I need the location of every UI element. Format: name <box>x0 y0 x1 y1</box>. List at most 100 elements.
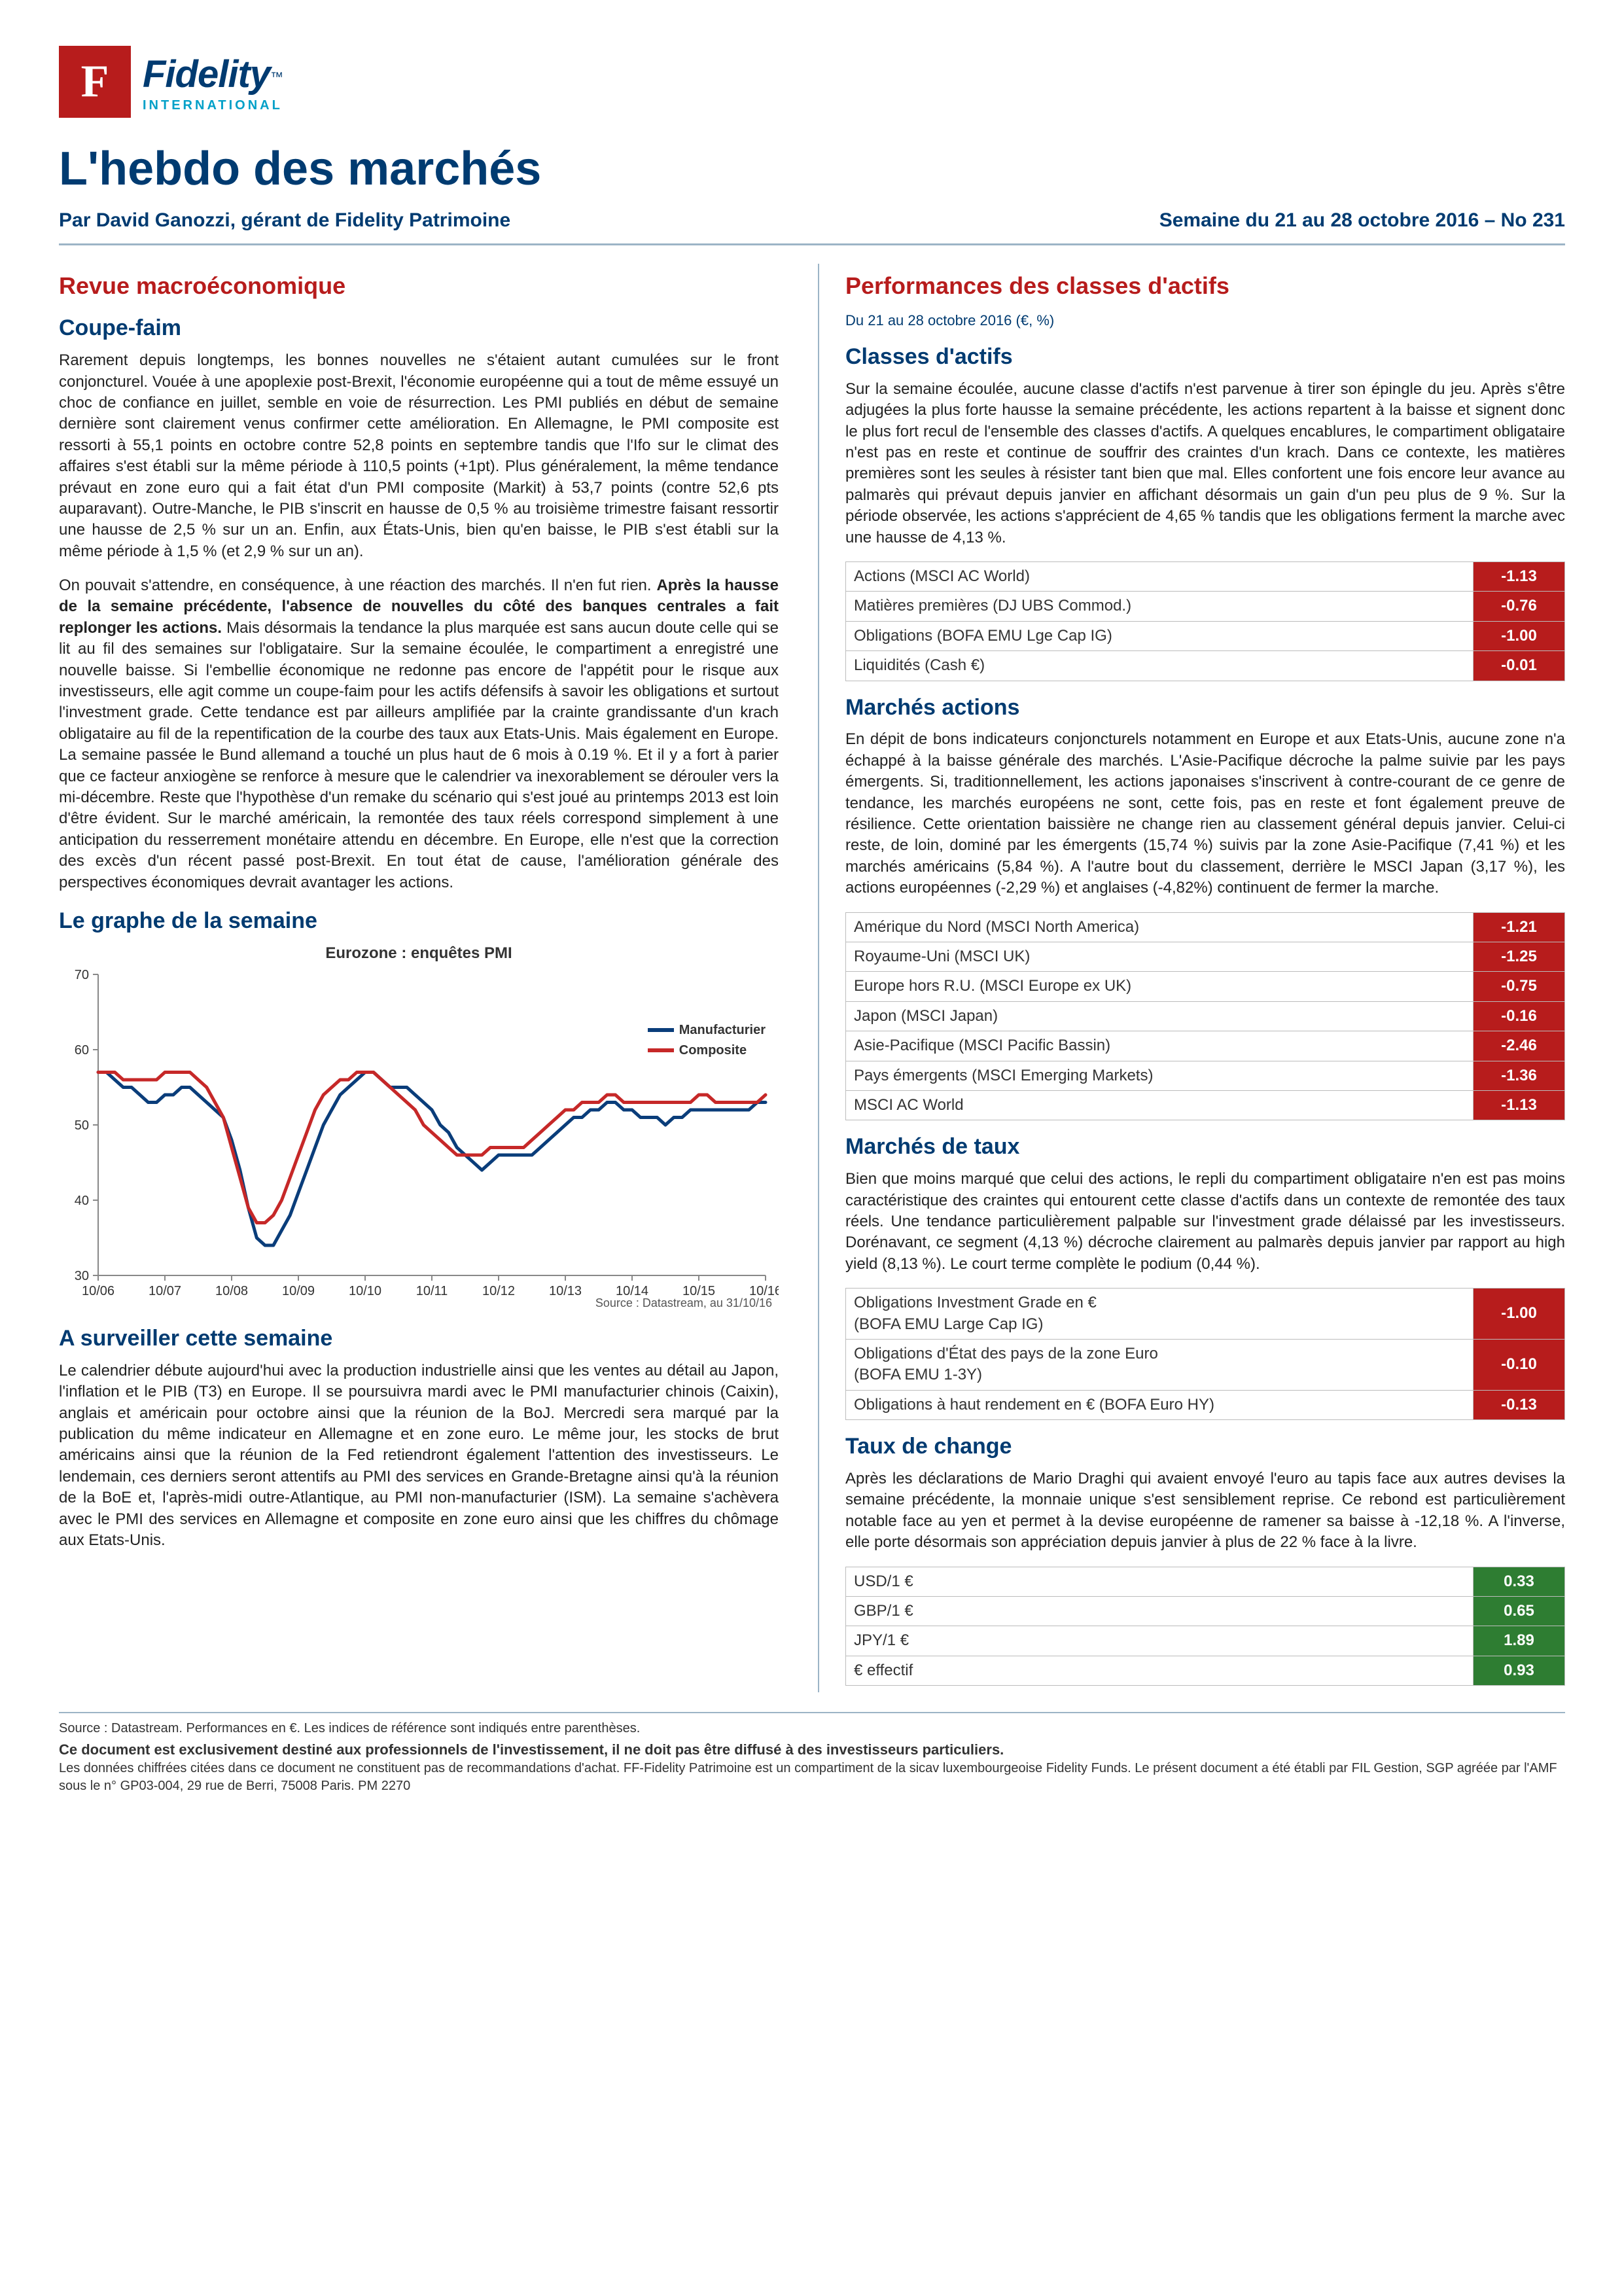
section-performances: Performances des classes d'actifs <box>845 270 1565 302</box>
text: On pouvait s'attendre, en conséquence, à… <box>59 577 656 594</box>
table-row: JPY/1 €1.89 <box>846 1626 1565 1656</box>
logo: F Fidelity™ INTERNATIONAL <box>59 46 1565 118</box>
table-cell-value: -1.00 <box>1474 1289 1565 1340</box>
date-range: Du 21 au 28 octobre 2016 (€, %) <box>845 311 1565 330</box>
table-cell-label: Matières premières (DJ UBS Commod.) <box>846 592 1474 621</box>
table-fx: USD/1 €0.33GBP/1 €0.65JPY/1 €1.89€ effec… <box>845 1567 1565 1686</box>
page-title: L'hebdo des marchés <box>59 137 1565 201</box>
table-row: Japon (MSCI Japan)-0.16 <box>846 1001 1565 1031</box>
table-row: Asie-Pacifique (MSCI Pacific Bassin)-2.4… <box>846 1031 1565 1061</box>
chart-legend: Manufacturier Composite <box>648 1022 766 1062</box>
chart-pmi: Eurozone : enquêtes PMI 304050607010/061… <box>59 943 779 1311</box>
logo-badge: F <box>59 46 131 118</box>
logo-letter: F <box>81 51 109 113</box>
table-row: Amérique du Nord (MSCI North America)-1.… <box>846 912 1565 942</box>
footer-disclaimer: Ce document est exclusivement destiné au… <box>59 1740 1565 1760</box>
table-cell-label: GBP/1 € <box>846 1596 1474 1626</box>
table-cell-label: Obligations d'État des pays de la zone E… <box>846 1339 1474 1390</box>
paragraph: On pouvait s'attendre, en conséquence, à… <box>59 575 779 893</box>
table-row: Liquidités (Cash €)-0.01 <box>846 651 1565 681</box>
table-row: USD/1 €0.33 <box>846 1567 1565 1596</box>
table-cell-label: Actions (MSCI AC World) <box>846 561 1474 591</box>
table-row: Obligations d'État des pays de la zone E… <box>846 1339 1565 1390</box>
section-graph: Le graphe de la semaine <box>59 906 779 936</box>
table-cell-value: -1.00 <box>1474 621 1565 650</box>
table-cell-value: 0.65 <box>1474 1596 1565 1626</box>
table-cell-label: Obligations à haut rendement en € (BOFA … <box>846 1390 1474 1419</box>
table-cell-label: Amérique du Nord (MSCI North America) <box>846 912 1474 942</box>
svg-text:70: 70 <box>75 968 89 982</box>
table-cell-label: Obligations (BOFA EMU Lge Cap IG) <box>846 621 1474 650</box>
subsection-fx: Taux de change <box>845 1432 1565 1462</box>
table-row: € effectif0.93 <box>846 1656 1565 1685</box>
table-cell-value: -0.16 <box>1474 1001 1565 1031</box>
right-column: Performances des classes d'actifs Du 21 … <box>818 264 1565 1692</box>
table-cell-label: Japon (MSCI Japan) <box>846 1001 1474 1031</box>
table-cell-value: -0.75 <box>1474 972 1565 1001</box>
table-classes: Actions (MSCI AC World)-1.13Matières pre… <box>845 561 1565 681</box>
table-row: Royaume-Uni (MSCI UK)-1.25 <box>846 942 1565 971</box>
table-cell-value: -1.21 <box>1474 912 1565 942</box>
table-row: Europe hors R.U. (MSCI Europe ex UK)-0.7… <box>846 972 1565 1001</box>
paragraph: Le calendrier débute aujourd'hui avec la… <box>59 1361 779 1552</box>
subsection-coupefaim: Coupe-faim <box>59 313 779 344</box>
paragraph: Sur la semaine écoulée, aucune classe d'… <box>845 379 1565 548</box>
table-row: Obligations (BOFA EMU Lge Cap IG)-1.00 <box>846 621 1565 650</box>
table-cell-label: USD/1 € <box>846 1567 1474 1596</box>
section-macro: Revue macroéconomique <box>59 270 779 302</box>
footer: Source : Datastream. Performances en €. … <box>59 1712 1565 1795</box>
issue-info: Semaine du 21 au 28 octobre 2016 – No 23… <box>1159 207 1565 234</box>
subsection-equities: Marchés actions <box>845 693 1565 723</box>
byline-row: Par David Ganozzi, gérant de Fidelity Pa… <box>59 207 1565 245</box>
table-cell-value: -1.25 <box>1474 942 1565 971</box>
footer-legal: Les données chiffrées citées dans ce doc… <box>59 1760 1565 1795</box>
subsection-rates: Marchés de taux <box>845 1132 1565 1162</box>
logo-name: Fidelity <box>143 53 270 96</box>
legend-label: Composite <box>679 1042 747 1059</box>
table-cell-value: -1.13 <box>1474 1090 1565 1120</box>
text: Mais désormais la tendance la plus marqu… <box>59 619 779 891</box>
table-cell-value: 0.33 <box>1474 1567 1565 1596</box>
table-row: MSCI AC World-1.13 <box>846 1090 1565 1120</box>
table-fixed-income: Obligations Investment Grade en € (BOFA … <box>845 1288 1565 1420</box>
logo-subtitle: INTERNATIONAL <box>143 97 283 115</box>
table-cell-label: Europe hors R.U. (MSCI Europe ex UK) <box>846 972 1474 1001</box>
legend-label: Manufacturier <box>679 1022 766 1039</box>
table-cell-label: Asie-Pacifique (MSCI Pacific Bassin) <box>846 1031 1474 1061</box>
paragraph: Bien que moins marqué que celui des acti… <box>845 1169 1565 1275</box>
subsection-classes: Classes d'actifs <box>845 342 1565 372</box>
table-cell-value: -1.13 <box>1474 561 1565 591</box>
table-cell-value: 0.93 <box>1474 1656 1565 1685</box>
table-row: Actions (MSCI AC World)-1.13 <box>846 561 1565 591</box>
table-cell-value: -1.36 <box>1474 1061 1565 1090</box>
svg-text:40: 40 <box>75 1194 89 1208</box>
table-cell-value: -0.76 <box>1474 592 1565 621</box>
left-column: Revue macroéconomique Coupe-faim Raremen… <box>59 264 779 1692</box>
table-cell-label: Royaume-Uni (MSCI UK) <box>846 942 1474 971</box>
chart-title: Eurozone : enquêtes PMI <box>59 943 779 964</box>
table-row: Obligations Investment Grade en € (BOFA … <box>846 1289 1565 1340</box>
svg-text:60: 60 <box>75 1043 89 1058</box>
paragraph: En dépit de bons indicateurs conjoncture… <box>845 729 1565 898</box>
table-row: Matières premières (DJ UBS Commod.)-0.76 <box>846 592 1565 621</box>
table-cell-label: MSCI AC World <box>846 1090 1474 1120</box>
footer-source: Source : Datastream. Performances en €. … <box>59 1720 1565 1737</box>
table-row: Obligations à haut rendement en € (BOFA … <box>846 1390 1565 1419</box>
svg-text:30: 30 <box>75 1269 89 1283</box>
byline: Par David Ganozzi, gérant de Fidelity Pa… <box>59 207 510 234</box>
paragraph: Après les déclarations de Mario Draghi q… <box>845 1468 1565 1554</box>
table-equities: Amérique du Nord (MSCI North America)-1.… <box>845 912 1565 1121</box>
table-row: Pays émergents (MSCI Emerging Markets)-1… <box>846 1061 1565 1090</box>
table-cell-label: JPY/1 € <box>846 1626 1474 1656</box>
logo-tm: ™ <box>270 70 283 84</box>
table-cell-label: Obligations Investment Grade en € (BOFA … <box>846 1289 1474 1340</box>
table-cell-label: Liquidités (Cash €) <box>846 651 1474 681</box>
table-cell-label: Pays émergents (MSCI Emerging Markets) <box>846 1061 1474 1090</box>
logo-text: Fidelity™ INTERNATIONAL <box>143 49 283 114</box>
table-cell-value: -0.01 <box>1474 651 1565 681</box>
table-row: GBP/1 €0.65 <box>846 1596 1565 1626</box>
table-cell-value: -0.10 <box>1474 1339 1565 1390</box>
paragraph: Rarement depuis longtemps, les bonnes no… <box>59 350 779 562</box>
table-cell-value: -2.46 <box>1474 1031 1565 1061</box>
table-cell-value: -0.13 <box>1474 1390 1565 1419</box>
